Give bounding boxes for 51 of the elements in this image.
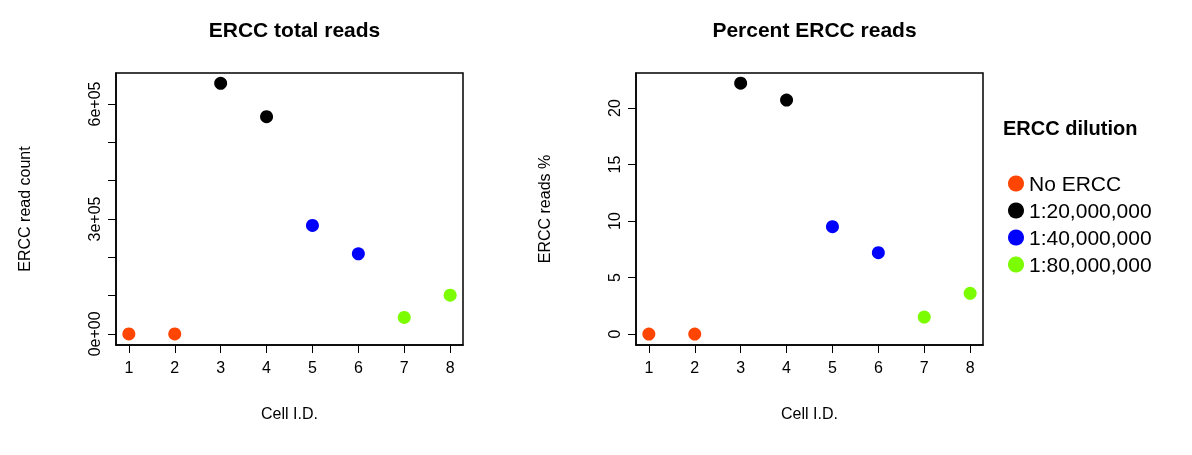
point [642,327,656,341]
point [825,220,839,234]
y-tick-label: 0e+00 [85,311,103,357]
point [780,93,794,107]
point [168,327,182,341]
point [443,288,457,302]
point [963,286,977,300]
point [260,110,274,124]
y-tick-label: 5 [605,272,623,282]
point [871,246,885,260]
chart-title: ERCC total reads [208,18,381,41]
x-axis-title: Cell I.D. [261,404,318,422]
legend-label: 1:80,000,000 [1029,253,1152,276]
y-tick-label: 0 [605,329,623,339]
y-axis-title: ERCC read count [15,145,33,272]
legend-label: 1:40,000,000 [1029,226,1152,249]
y-tick-label: 6e+05 [85,81,103,127]
point [122,327,136,341]
y-axis-title: ERCC reads % [535,154,553,264]
point [917,310,931,324]
x-tick-label: 8 [965,358,975,376]
y-tick-label: 10 [605,212,623,230]
x-tick-label: 7 [399,358,409,376]
legend-label: 1:20,000,000 [1029,199,1152,222]
legend-title: ERCC dilution [1003,117,1138,139]
y-tick-label: 20 [605,99,623,117]
point [214,76,228,90]
x-tick-label: 3 [736,358,746,376]
point [397,310,411,324]
x-tick-label: 2 [170,358,180,376]
legend-label: No ERCC [1029,172,1122,195]
x-axis-title: Cell I.D. [781,404,838,422]
point [688,327,702,341]
x-tick-label: 4 [782,358,792,376]
point [305,218,319,232]
x-tick-label: 6 [353,358,363,376]
point [734,76,748,90]
x-tick-label: 4 [262,358,272,376]
x-tick-label: 1 [124,358,134,376]
x-tick-label: 2 [690,358,700,376]
x-tick-label: 6 [873,358,883,376]
x-tick-label: 3 [216,358,226,376]
y-tick-label: 15 [605,155,623,174]
x-tick-label: 1 [644,358,654,376]
chart-title: Percent ERCC reads [712,18,917,41]
x-tick-label: 7 [919,358,929,376]
point [351,247,365,261]
x-tick-label: 5 [828,358,837,376]
x-tick-label: 8 [445,358,455,376]
y-tick-label: 3e+05 [85,196,103,242]
x-tick-label: 5 [308,358,317,376]
